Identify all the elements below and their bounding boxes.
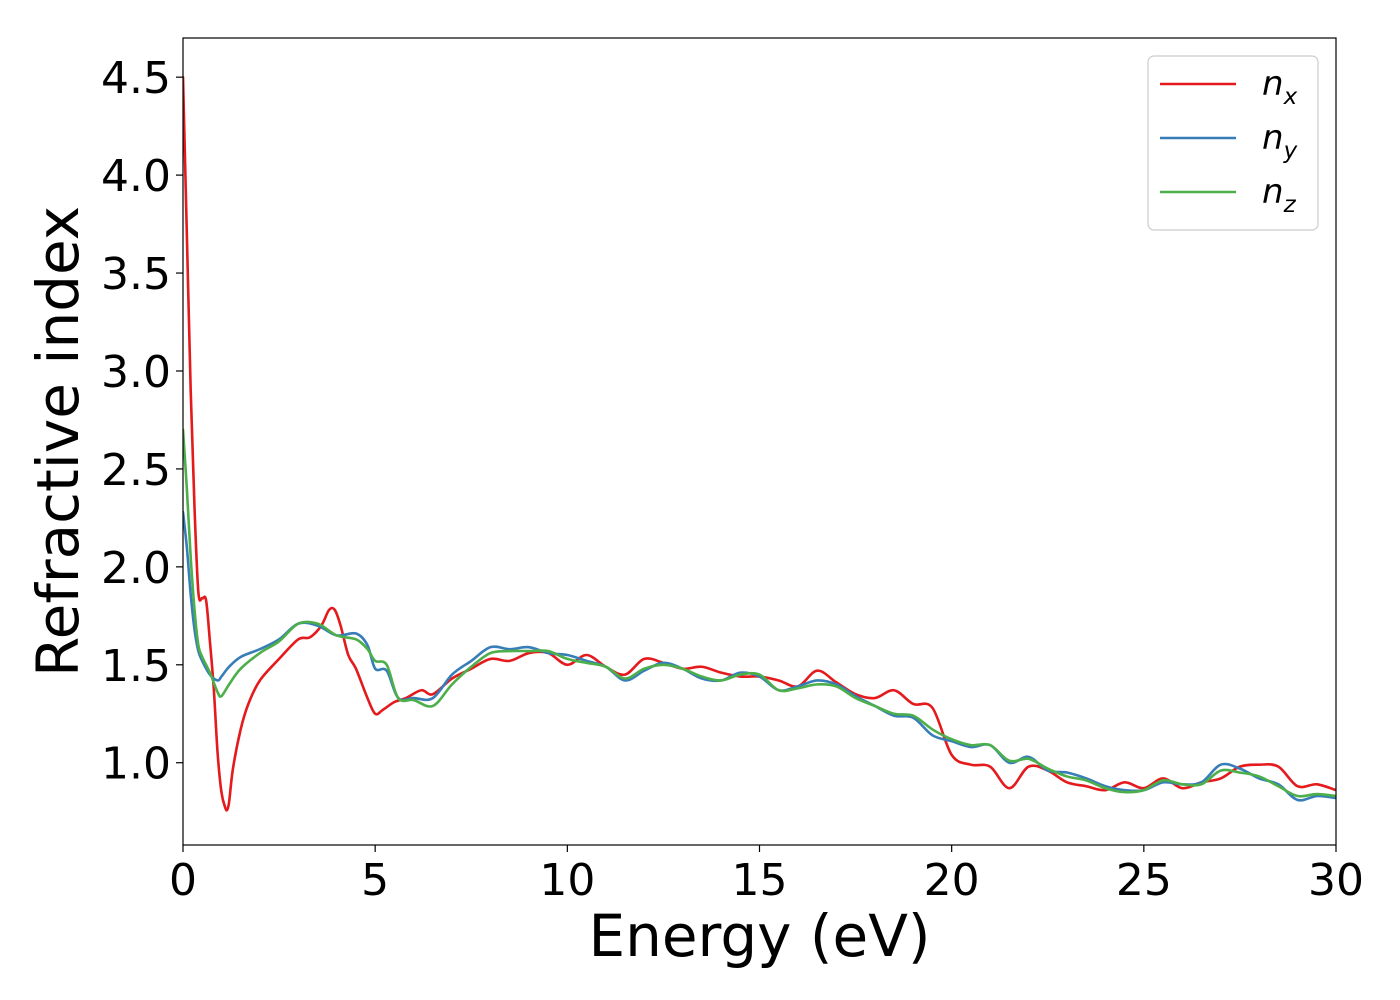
series-line-z [183, 428, 1336, 798]
x-tick-label: 5 [361, 855, 389, 906]
legend-label-subscript: z [1283, 192, 1297, 218]
series-group [183, 75, 1336, 812]
y-tick-label: 1.0 [101, 739, 171, 790]
x-tick-label: 10 [539, 855, 595, 906]
legend-box [1147, 55, 1319, 231]
legend-label-base: n [1262, 172, 1284, 212]
x-tick-label: 30 [1308, 855, 1364, 906]
y-axis-title: Refractive index [24, 206, 92, 677]
x-axis-ticks: 0 5 10 15 20 25 30 [169, 845, 1364, 906]
legend-label-y: ny [1262, 118, 1298, 164]
legend-label-subscript: x [1283, 84, 1298, 110]
legend-label-z: nz [1262, 172, 1297, 218]
y-tick-label: 4.5 [101, 53, 171, 104]
legend-label-base: n [1262, 118, 1284, 158]
legend-label-base: n [1262, 64, 1284, 104]
y-tick-label: 4.0 [101, 151, 171, 202]
y-tick-label: 3.5 [101, 249, 171, 300]
x-tick-label: 0 [169, 855, 197, 906]
y-axis-ticks: 1.0 1.5 2.0 2.5 3.0 3.5 4.0 4.5 [101, 53, 183, 790]
y-tick-label: 2.0 [101, 543, 171, 594]
legend-label-subscript: y [1283, 138, 1298, 164]
legend-label-x: nx [1262, 64, 1298, 110]
y-tick-label: 2.5 [101, 445, 171, 496]
series-line-y [183, 510, 1336, 802]
y-tick-label: 3.0 [101, 347, 171, 398]
x-tick-label: 25 [1116, 855, 1172, 906]
x-axis-title: Energy (eV) [588, 902, 930, 970]
x-tick-label: 20 [924, 855, 980, 906]
y-tick-label: 1.5 [101, 641, 171, 692]
x-tick-label: 15 [732, 855, 788, 906]
